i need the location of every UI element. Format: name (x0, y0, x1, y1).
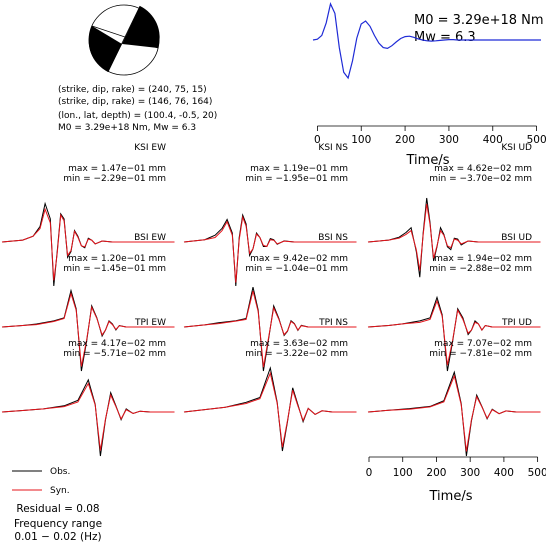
min-amplitude: min = −7.81e−02 mm (429, 349, 532, 359)
frequency-range-label: Frequency range (14, 518, 102, 530)
min-amplitude: min = −1.45e−01 mm (63, 264, 166, 274)
legend-obs-label: Obs. (50, 467, 70, 477)
stf-tick-label: 200 (395, 134, 415, 146)
station-title: BSI UD (501, 233, 532, 243)
stf-x-axis-label: Time/s (406, 153, 450, 168)
beachball-diagram (88, 4, 160, 76)
source-strike-dip-rake-2: (strike, dip, rake) = (146, 76, 164) (58, 97, 212, 107)
waveform-tick-label: 200 (426, 467, 446, 479)
synthetic-waveform (367, 299, 541, 366)
stf-annotation-m0: M0 = 3.29e+18 Nm (414, 13, 544, 28)
waveform-tick-label: 400 (494, 467, 514, 479)
synthetic-waveform (1, 291, 175, 367)
beachball-compressional-quadrant (122, 6, 160, 48)
stf-annotation-mw: Mw = 6.3 (414, 30, 476, 45)
stf-line (312, 2, 541, 80)
station-title: BSI EW (134, 233, 166, 243)
max-amplitude: max = 4.62e−02 mm (434, 164, 532, 174)
frequency-range-value: 0.01 − 0.02 (Hz) (14, 531, 101, 542)
stf-tick-label: 400 (483, 134, 503, 146)
max-amplitude: max = 1.94e−02 mm (434, 254, 532, 264)
min-amplitude: min = −2.88e−02 mm (429, 264, 532, 274)
station-title: KSI UD (501, 143, 532, 153)
station-title: KSI EW (134, 143, 166, 153)
max-amplitude: max = 1.20e−01 mm (68, 254, 166, 264)
source-moment: M0 = 3.29e+18 Nm, Mw = 6.3 (58, 123, 196, 133)
synthetic-waveform (1, 207, 175, 281)
waveform-x-axis-label: Time/s (429, 489, 473, 504)
min-amplitude: min = −1.95e−01 mm (245, 174, 348, 184)
station-title: BSI NS (318, 233, 348, 243)
observed-waveform (1, 378, 175, 457)
min-amplitude: min = −2.29e−01 mm (63, 174, 166, 184)
max-amplitude: max = 1.19e−01 mm (250, 164, 348, 174)
synthetic-waveform (367, 203, 541, 271)
stf-tick-label: 100 (351, 134, 371, 146)
station-title: TPI UD (501, 318, 532, 328)
stf-tick-label: 500 (527, 134, 546, 146)
min-amplitude: min = −3.70e−02 mm (429, 174, 532, 184)
legend-syn-label: Syn. (50, 486, 70, 496)
synthetic-waveform (367, 374, 541, 452)
stf-tick-label: 300 (439, 134, 459, 146)
synthetic-waveform (183, 215, 357, 283)
residual-text: Residual = 0.08 (16, 503, 99, 515)
min-amplitude: min = −1.04e−01 mm (245, 264, 348, 274)
max-amplitude: max = 4.17e−02 mm (68, 339, 166, 349)
beachball-nodal-plane (107, 5, 141, 73)
waveform-tick-label: 0 (366, 467, 373, 479)
waveform-tick-label: 500 (528, 467, 546, 479)
synthetic-waveform (183, 371, 357, 448)
stf-x-axis: 0 100 200 300 400 500 (314, 125, 546, 146)
max-amplitude: max = 3.63e−02 mm (250, 339, 348, 349)
source-strike-dip-rake-1: (strike, dip, rake) = (240, 75, 15) (58, 85, 207, 95)
station-title: KSI NS (318, 143, 348, 153)
source-time-function-panel: M0 = 3.29e+18 Nm Mw = 6.3 0 100 200 300 400 5… (312, 2, 546, 168)
waveform-tick-label: 100 (393, 467, 413, 479)
synthetic-waveform (183, 290, 357, 368)
max-amplitude: max = 7.07e−02 mm (434, 339, 532, 349)
min-amplitude: min = −3.22e−02 mm (245, 349, 348, 359)
observed-waveform (367, 295, 541, 372)
max-amplitude: max = 1.47e−01 mm (68, 164, 166, 174)
waveform-x-axis: 0 100 200 300 400 500 (366, 456, 546, 479)
stf-tick-label: 0 (314, 134, 321, 146)
station-title: TPI EW (134, 318, 166, 328)
source-location: (lon., lat, depth) = (100.4, -0.5, 20) (58, 111, 217, 121)
observed-waveform (183, 213, 357, 287)
synthetic-waveform (1, 382, 175, 451)
legend: Obs. Syn. (12, 467, 70, 496)
observed-waveform (367, 370, 541, 457)
station-title: TPI NS (318, 318, 348, 328)
waveform-tick-label: 300 (460, 467, 480, 479)
max-amplitude: max = 9.42e−02 mm (250, 254, 348, 264)
min-amplitude: min = −5.71e−02 mm (63, 349, 166, 359)
